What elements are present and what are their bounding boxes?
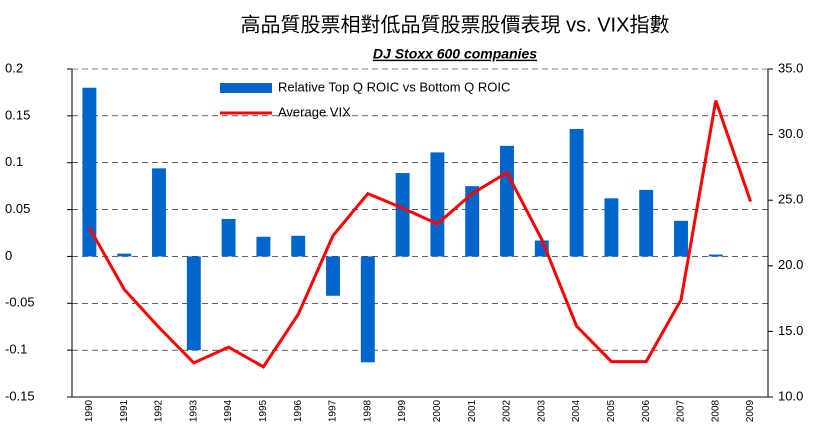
y2-tick-label: 20.0: [778, 257, 803, 272]
bar: [152, 168, 166, 257]
bar: [569, 128, 584, 257]
chart-title: 高品質股票相對低品質股票股價表現 vs. VIX指數: [241, 13, 670, 36]
x-tick-label: 2006: [641, 399, 652, 422]
y2-tick-label: 15.0: [778, 323, 803, 338]
bar: [500, 145, 514, 257]
x-tick-label: 2005: [606, 399, 617, 422]
y-tick-label: -0.15: [5, 388, 35, 403]
y2-tick-label: 25.0: [778, 192, 803, 207]
y-tick-label: 0.05: [5, 201, 30, 216]
bar: [465, 186, 480, 257]
x-tick-label: 1998: [362, 399, 373, 422]
x-tick-label: 2004: [571, 399, 582, 422]
bar: [82, 87, 97, 257]
legend-label: Average VIX: [278, 104, 351, 119]
x-tick-label: 2009: [745, 399, 756, 422]
x-tick-label: 2008: [710, 399, 721, 422]
bar: [639, 189, 654, 257]
x-tick-label: 1995: [258, 399, 269, 422]
y-tick-label: -0.05: [5, 295, 35, 310]
bar: [360, 256, 375, 363]
bar: [186, 256, 201, 351]
x-tick-label: 1990: [84, 399, 95, 422]
legend-label: Relative Top Q ROIC vs Bottom Q ROIC: [278, 79, 510, 94]
x-tick-label: 1993: [188, 399, 199, 422]
x-tick-label: 1992: [154, 399, 165, 422]
bar: [395, 173, 410, 257]
x-tick-label: 2007: [676, 399, 687, 422]
x-tick-label: 2000: [432, 399, 443, 422]
x-tick-label: 2003: [536, 399, 547, 422]
x-tick-label: 1994: [223, 399, 234, 422]
x-tick-label: 1999: [397, 399, 408, 422]
x-tick-label: 1991: [119, 399, 130, 422]
bar: [326, 256, 340, 296]
bar: [117, 253, 132, 257]
y2-tick-label: 30.0: [778, 126, 803, 141]
x-tick-label: 1997: [328, 399, 339, 422]
bar: [430, 152, 445, 257]
legend-swatch: [220, 83, 272, 93]
x-tick-label: 2002: [502, 399, 513, 422]
chart-subtitle: DJ Stoxx 600 companies: [373, 46, 537, 62]
bar: [256, 236, 271, 257]
y-tick-label: -0.1: [5, 342, 27, 357]
bar: [604, 198, 619, 257]
y2-tick-label: 35.0: [778, 60, 803, 75]
bar: [291, 235, 306, 257]
line: [88, 99, 753, 369]
y-tick-label: 0.1: [5, 154, 23, 169]
y-tick-label: 0.2: [5, 60, 23, 75]
bar: [221, 218, 236, 257]
y2-tick-label: 10.0: [778, 388, 803, 403]
y-tick-label: 0: [5, 248, 12, 263]
bar: [674, 220, 688, 257]
x-tick-label: 1996: [293, 399, 304, 422]
y-tick-label: 0.15: [5, 107, 30, 122]
bar: [708, 254, 723, 257]
x-tick-label: 2001: [467, 399, 478, 422]
